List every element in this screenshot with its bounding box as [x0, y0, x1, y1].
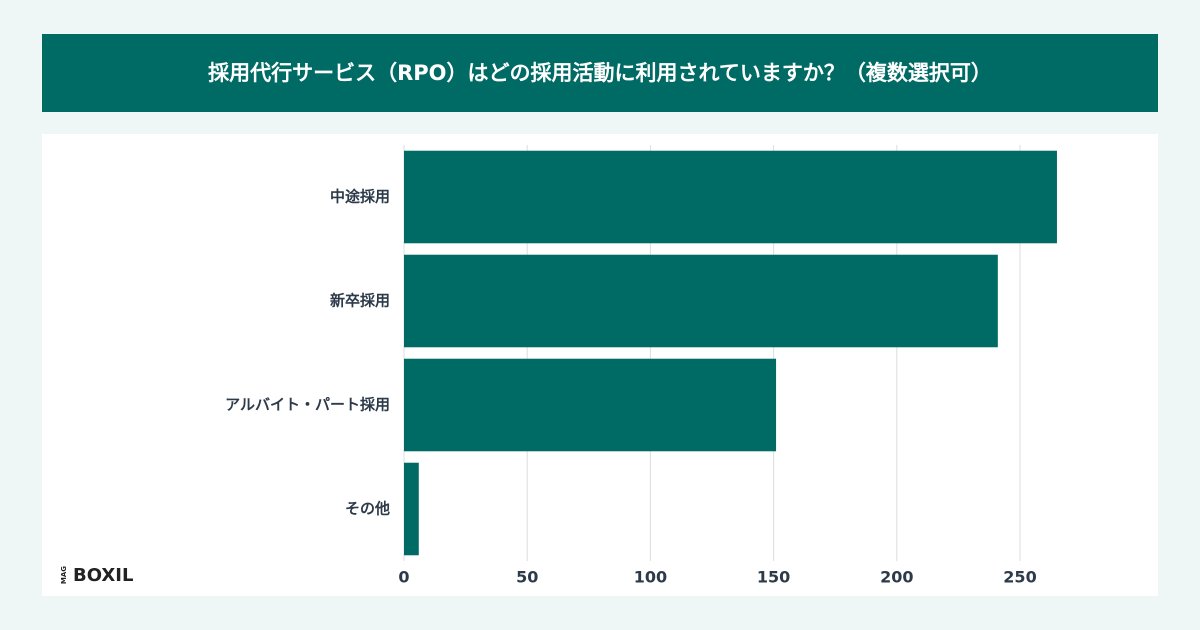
x-tick-label: 250: [1003, 568, 1036, 587]
logo-badge: MAG: [60, 566, 68, 584]
x-tick-label: 100: [634, 568, 667, 587]
title-banner: [42, 34, 1158, 112]
x-tick-label: 0: [398, 568, 409, 587]
bar: [404, 150, 1057, 244]
x-tick-label: 150: [757, 568, 790, 587]
logo-name: BOXIL: [73, 565, 133, 586]
x-tick-label: 50: [516, 568, 538, 587]
y-tick-label: アルバイト・パート採用: [225, 396, 390, 414]
y-tick-label: その他: [345, 500, 390, 518]
y-tick-label: 新卒採用: [330, 292, 390, 310]
chart-title: 採用代行サービス（RPO）はどの採用活動に利用されていますか？（複数選択可）: [208, 61, 992, 85]
x-tick-label: 200: [880, 568, 913, 587]
bar: [404, 358, 777, 452]
bar: [404, 254, 998, 348]
y-tick-label: 中途採用: [330, 188, 390, 206]
bar: [404, 462, 419, 556]
